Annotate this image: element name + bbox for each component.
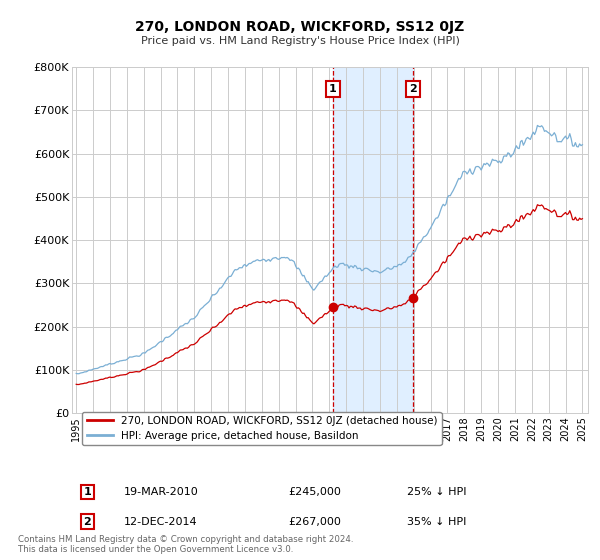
Text: £267,000: £267,000 — [289, 517, 341, 526]
Text: 270, LONDON ROAD, WICKFORD, SS12 0JZ: 270, LONDON ROAD, WICKFORD, SS12 0JZ — [136, 20, 464, 34]
Legend: 270, LONDON ROAD, WICKFORD, SS12 0JZ (detached house), HPI: Average price, detac: 270, LONDON ROAD, WICKFORD, SS12 0JZ (de… — [82, 412, 442, 445]
Text: £245,000: £245,000 — [289, 487, 341, 497]
Text: 12-DEC-2014: 12-DEC-2014 — [124, 517, 197, 526]
Text: 19-MAR-2010: 19-MAR-2010 — [124, 487, 199, 497]
Text: 35% ↓ HPI: 35% ↓ HPI — [407, 517, 467, 526]
Text: 1: 1 — [329, 84, 337, 94]
Text: Price paid vs. HM Land Registry's House Price Index (HPI): Price paid vs. HM Land Registry's House … — [140, 36, 460, 46]
Text: 2: 2 — [409, 84, 417, 94]
Text: 25% ↓ HPI: 25% ↓ HPI — [407, 487, 467, 497]
Bar — [333, 67, 413, 413]
Text: 2: 2 — [83, 517, 91, 526]
Text: Contains HM Land Registry data © Crown copyright and database right 2024.
This d: Contains HM Land Registry data © Crown c… — [18, 535, 353, 554]
Text: 1: 1 — [83, 487, 91, 497]
